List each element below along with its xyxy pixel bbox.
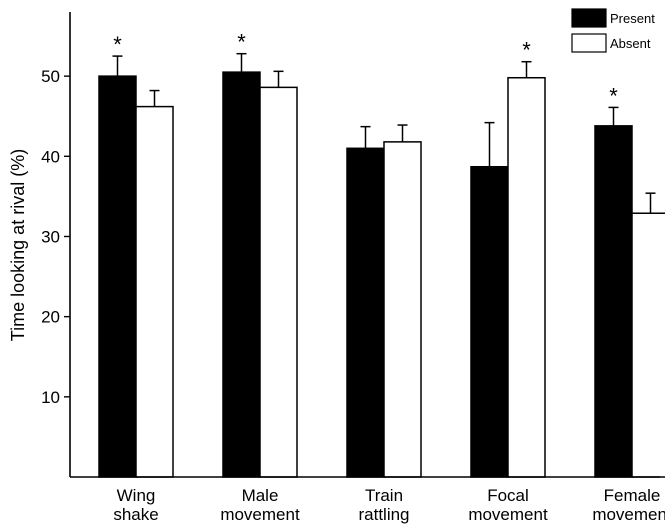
significance-star-1: *: [237, 30, 246, 55]
bars-layer: [98, 52, 665, 478]
x-category-label-1-line1: Male: [242, 486, 279, 505]
legend-swatch-present: [571, 8, 607, 28]
significance-star-3: *: [522, 38, 531, 63]
bar-present-0: [98, 75, 137, 478]
bar-present-3: [470, 165, 509, 478]
significance-star-0: *: [113, 32, 122, 57]
x-category-label-3-line1: Focal: [487, 486, 529, 505]
bar-present-1: [222, 71, 261, 478]
x-category-label-1-line2: movement: [220, 505, 300, 524]
legend-swatch-absent: [571, 33, 607, 53]
legend-label-absent: Absent: [610, 36, 651, 51]
legend-label-present: Present: [610, 11, 655, 26]
x-category-label-4-line1: Female: [604, 486, 661, 505]
x-category-label-3-line2: movement: [468, 505, 548, 524]
bar-absent-2: [383, 141, 422, 478]
y-tick-label-0: 10: [41, 388, 60, 407]
bar-absent-3: [507, 76, 546, 478]
y-tick-label-2: 30: [41, 227, 60, 246]
bar-absent-1: [259, 86, 298, 478]
x-category-labels: WingshakeMalemovementTrainrattlingFocalm…: [113, 486, 665, 524]
bar-absent-0: [135, 105, 174, 478]
legend: Present Absent: [571, 8, 655, 53]
y-axis-title: Time looking at rival (%): [8, 149, 28, 341]
significance-star-4: *: [609, 83, 618, 108]
significance-markers: * * * *: [113, 30, 618, 109]
y-ticks: 10 20 30 40 50: [41, 67, 70, 407]
x-category-label-2-line2: rattling: [358, 505, 409, 524]
bar-present-2: [346, 147, 385, 478]
axes-layer: [69, 12, 660, 478]
y-tick-label-4: 50: [41, 67, 60, 86]
x-category-label-0-line2: shake: [113, 505, 158, 524]
y-tick-label-1: 20: [41, 308, 60, 327]
x-category-label-2-line1: Train: [365, 486, 403, 505]
x-category-label-0-line1: Wing: [117, 486, 156, 505]
bar-absent-4: [631, 212, 665, 478]
x-category-label-4-line2: movement: [592, 505, 665, 524]
y-tick-label-3: 40: [41, 147, 60, 166]
bar-present-4: [594, 125, 633, 478]
